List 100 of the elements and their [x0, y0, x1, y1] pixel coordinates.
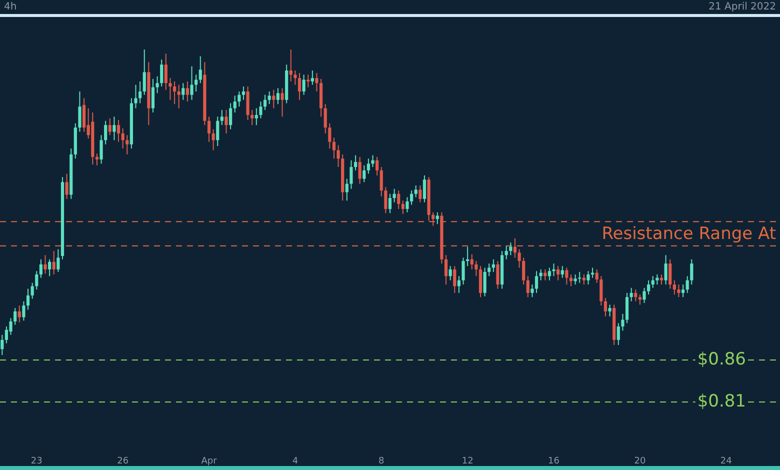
- candlestick: [56, 248, 60, 272]
- candlestick: [242, 86, 246, 100]
- candlestick: [625, 292, 629, 324]
- candlestick: [660, 274, 664, 286]
- candlestick: [608, 304, 612, 317]
- candlestick: [108, 118, 112, 136]
- candlestick: [82, 98, 86, 132]
- candlestick: [52, 250, 56, 275]
- candlestick: [388, 193, 392, 214]
- candlestick: [556, 266, 560, 281]
- candlestick: [418, 184, 422, 203]
- x-tick-label: 24: [720, 456, 732, 466]
- candlestick: [39, 258, 42, 278]
- candlestick: [310, 70, 314, 86]
- candlestick: [172, 80, 176, 105]
- candlestick: [401, 200, 404, 215]
- candlestick: [100, 134, 103, 164]
- x-tick-label: 4: [292, 456, 298, 466]
- candlestick: [504, 245, 508, 260]
- candlestick: [233, 95, 236, 113]
- candlestick: [638, 294, 642, 306]
- x-tick-label: 12: [462, 456, 474, 466]
- candlestick: [513, 238, 517, 258]
- candlestick: [681, 284, 685, 298]
- candlestick: [422, 174, 426, 203]
- candlestick: [526, 276, 530, 298]
- candlestick: [104, 120, 108, 145]
- candlestick: [35, 270, 38, 290]
- candlestick: [548, 267, 551, 281]
- candlestick: [332, 137, 336, 160]
- candlestick: [160, 59, 164, 87]
- candlestick: [358, 156, 362, 184]
- candlestick: [432, 212, 435, 226]
- candlestick: [397, 190, 400, 210]
- candlestick: [616, 322, 620, 346]
- candlestick: [336, 144, 340, 168]
- candlestick: [272, 89, 276, 109]
- candlestick: [604, 297, 608, 317]
- candlestick: [198, 56, 202, 84]
- candlestick: [672, 280, 676, 296]
- candlestick: [380, 166, 383, 197]
- x-tick-label: 20: [634, 456, 646, 466]
- candlestick: [574, 274, 577, 286]
- candlestick: [371, 154, 374, 168]
- candlestick: [470, 254, 474, 270]
- candlestick: [509, 242, 512, 256]
- candlestick: [534, 270, 538, 294]
- candlestick: [268, 90, 271, 105]
- candlestick: [151, 78, 155, 113]
- candlestick: [177, 84, 180, 109]
- candlestick: [651, 276, 654, 288]
- candlestick: [22, 300, 26, 322]
- candlestick: [406, 196, 409, 213]
- candlestick: [474, 260, 478, 277]
- candlestick: [4, 326, 8, 344]
- candlestick: [220, 109, 224, 126]
- candlestick: [212, 128, 215, 151]
- candlestick: [298, 72, 302, 100]
- candlestick: [259, 101, 262, 119]
- x-tick-label: 8: [378, 456, 385, 466]
- candlestick: [254, 108, 258, 126]
- candlestick: [457, 276, 460, 294]
- candlestick: [186, 80, 190, 102]
- candlestick: [190, 66, 194, 100]
- candlestick: [582, 274, 586, 286]
- candlestick: [65, 173, 68, 200]
- candlestick: [410, 190, 414, 206]
- candlestick: [168, 78, 172, 100]
- candlestick: [522, 257, 526, 286]
- candlestick: [436, 212, 439, 225]
- candlestick: [294, 70, 297, 86]
- candlestick: [164, 53, 168, 90]
- candlestick: [156, 76, 159, 94]
- candlestick: [552, 263, 556, 277]
- candlestick: [30, 282, 34, 300]
- candlestick: [600, 276, 603, 306]
- candlestick: [48, 258, 52, 277]
- candlestick: [366, 158, 370, 174]
- candlestick: [306, 74, 310, 88]
- x-tick-label: 26: [117, 456, 129, 466]
- candlestick: [350, 160, 353, 190]
- candlestick: [656, 274, 659, 286]
- candlestick: [578, 271, 582, 284]
- candlestick: [444, 254, 448, 286]
- candlestick: [634, 289, 638, 302]
- candlestick: [126, 134, 129, 155]
- y-tick-label: $0.81: [697, 391, 746, 412]
- candlestick: [384, 186, 388, 214]
- candlestick: [302, 74, 306, 96]
- candlestick: [595, 268, 598, 284]
- candlestick: [216, 116, 220, 147]
- candlestick: [289, 49, 292, 82]
- candlestick: [530, 284, 534, 298]
- candlestick: [560, 266, 564, 278]
- candlestick: [392, 188, 396, 203]
- ref-line-label: Resistance Range At: [602, 224, 776, 244]
- candlestick: [621, 313, 624, 332]
- candlestick: [642, 287, 646, 304]
- candlestick: [44, 254, 47, 274]
- y-tick-label: $0.86: [697, 349, 746, 370]
